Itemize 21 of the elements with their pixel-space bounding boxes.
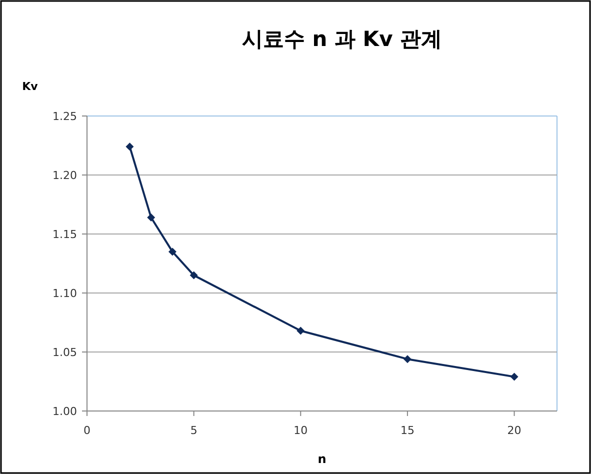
point — [403, 355, 412, 364]
y-tick-label: 1.25 — [52, 110, 77, 123]
point — [126, 142, 134, 151]
x-tick-label: 10 — [294, 424, 308, 437]
y-tick-label: 1.20 — [52, 169, 77, 182]
chart-title: 시료수 n 과 Kv 관계 — [242, 27, 442, 51]
y-tick-label: 1.15 — [52, 228, 77, 241]
y-axis-title: Kv — [22, 80, 39, 93]
point — [190, 271, 198, 280]
x-tick-label: 0 — [84, 424, 90, 437]
y-tick-label: 1.00 — [52, 405, 77, 418]
x-tick-label: 5 — [190, 424, 198, 437]
x-tick-label: 20 — [507, 424, 522, 437]
point — [147, 213, 156, 222]
point — [296, 326, 305, 335]
y-tick-label: 1.05 — [52, 346, 77, 359]
point — [510, 372, 518, 381]
x-tick-label: 15 — [400, 424, 414, 437]
x-axis-title: n — [318, 452, 326, 466]
point — [168, 248, 176, 256]
y-tick-label: 1.10 — [52, 287, 77, 300]
